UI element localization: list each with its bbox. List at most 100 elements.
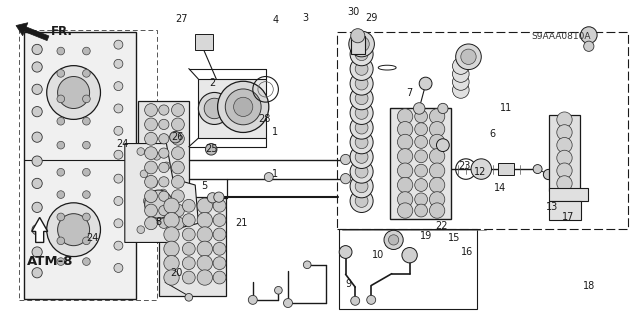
Circle shape: [32, 178, 42, 189]
Circle shape: [197, 256, 212, 271]
Circle shape: [57, 47, 65, 55]
Circle shape: [429, 203, 445, 218]
Circle shape: [114, 174, 123, 183]
Circle shape: [172, 161, 184, 174]
Circle shape: [57, 117, 65, 125]
Circle shape: [415, 179, 428, 191]
Circle shape: [415, 150, 428, 163]
Circle shape: [397, 177, 413, 193]
Circle shape: [275, 286, 282, 294]
Circle shape: [159, 119, 169, 130]
Circle shape: [355, 180, 368, 193]
Circle shape: [429, 109, 445, 124]
Circle shape: [429, 134, 445, 150]
Text: 20: 20: [170, 268, 182, 278]
Circle shape: [145, 118, 157, 131]
Circle shape: [197, 227, 212, 242]
Circle shape: [172, 190, 184, 203]
Circle shape: [32, 107, 42, 117]
Circle shape: [438, 103, 448, 114]
Circle shape: [32, 62, 42, 72]
Circle shape: [355, 151, 368, 163]
Circle shape: [32, 84, 42, 94]
Circle shape: [57, 213, 65, 221]
Circle shape: [351, 29, 365, 43]
Circle shape: [350, 116, 373, 139]
Circle shape: [172, 132, 184, 145]
Circle shape: [213, 199, 226, 212]
Circle shape: [213, 271, 226, 284]
Text: 1: 1: [272, 169, 278, 179]
Circle shape: [213, 242, 226, 255]
Circle shape: [225, 89, 261, 125]
Bar: [24, 32, 136, 299]
Circle shape: [182, 242, 195, 255]
Circle shape: [415, 123, 428, 136]
Circle shape: [218, 81, 269, 132]
Circle shape: [350, 43, 373, 66]
Circle shape: [354, 36, 369, 52]
Circle shape: [57, 258, 65, 265]
Circle shape: [114, 219, 123, 228]
Text: 4: 4: [272, 15, 278, 25]
Circle shape: [402, 248, 417, 263]
Circle shape: [557, 112, 572, 127]
Text: 29: 29: [365, 12, 378, 23]
Circle shape: [159, 177, 169, 187]
Bar: [195, 34, 213, 50]
Circle shape: [197, 198, 212, 213]
Circle shape: [163, 162, 170, 170]
Circle shape: [557, 137, 572, 153]
Circle shape: [388, 235, 399, 245]
Circle shape: [32, 132, 42, 142]
Circle shape: [114, 104, 123, 113]
Circle shape: [415, 164, 428, 177]
Circle shape: [114, 197, 123, 205]
Circle shape: [83, 117, 90, 125]
Circle shape: [164, 227, 179, 242]
Circle shape: [57, 191, 65, 198]
Circle shape: [159, 148, 169, 158]
Circle shape: [159, 218, 169, 228]
Polygon shape: [125, 144, 198, 242]
Circle shape: [182, 257, 195, 270]
Circle shape: [197, 241, 212, 256]
Circle shape: [205, 144, 217, 155]
Circle shape: [557, 176, 572, 191]
Circle shape: [340, 174, 351, 184]
Circle shape: [172, 175, 184, 188]
Circle shape: [557, 125, 572, 140]
Circle shape: [197, 270, 212, 285]
Circle shape: [145, 132, 157, 145]
Circle shape: [137, 148, 145, 155]
Text: 1: 1: [272, 127, 278, 137]
Text: 24: 24: [116, 139, 129, 149]
Circle shape: [32, 44, 42, 55]
Circle shape: [159, 162, 169, 173]
Circle shape: [303, 261, 311, 269]
Circle shape: [350, 101, 373, 124]
Circle shape: [204, 98, 225, 119]
Circle shape: [350, 175, 373, 198]
Circle shape: [114, 40, 123, 49]
Circle shape: [397, 203, 413, 218]
Bar: [337, 32, 628, 229]
Circle shape: [397, 109, 413, 124]
Circle shape: [32, 156, 42, 166]
Text: 5: 5: [202, 181, 208, 191]
Circle shape: [351, 296, 360, 305]
Circle shape: [159, 134, 169, 144]
Circle shape: [172, 118, 184, 131]
Circle shape: [137, 226, 145, 234]
Bar: [138, 101, 189, 239]
Circle shape: [47, 66, 100, 119]
Circle shape: [164, 270, 179, 285]
Circle shape: [164, 241, 179, 256]
Circle shape: [83, 258, 90, 265]
Circle shape: [248, 295, 257, 304]
Circle shape: [32, 202, 42, 212]
Circle shape: [172, 147, 184, 160]
Text: 13: 13: [545, 202, 558, 212]
Circle shape: [58, 77, 90, 108]
Text: FR.: FR.: [51, 25, 73, 38]
